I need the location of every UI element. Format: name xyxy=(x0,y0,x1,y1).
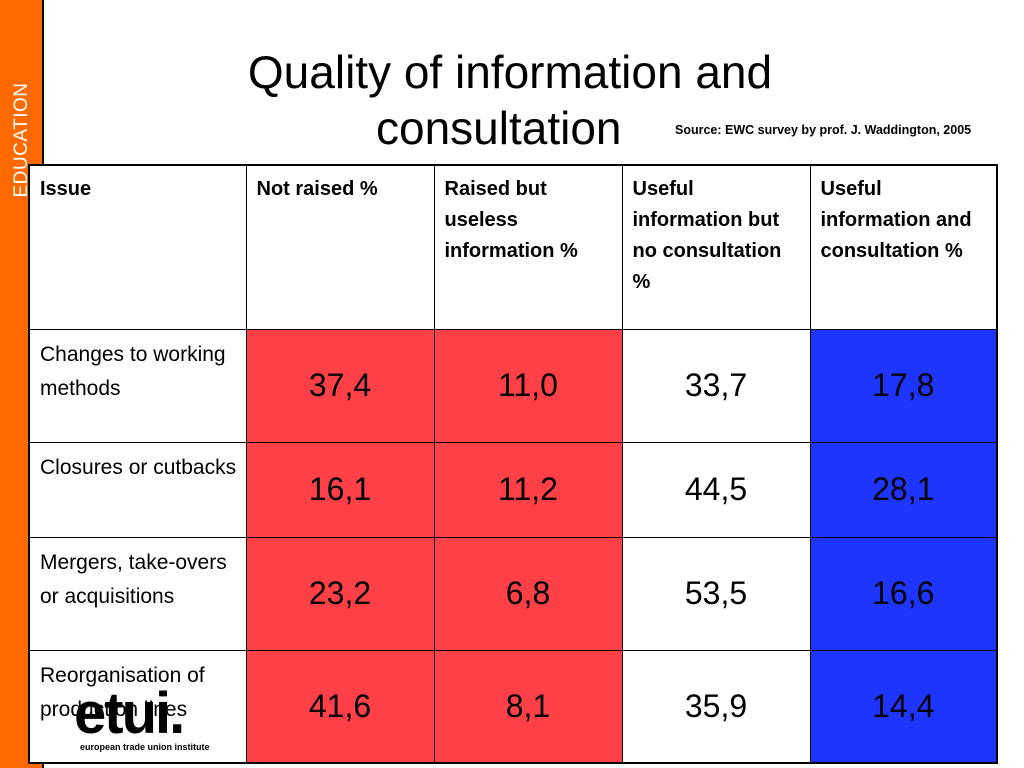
header-issue: Issue xyxy=(28,164,247,330)
value-cell: 44,5 xyxy=(621,441,811,538)
row-label: Changes to working methods xyxy=(28,328,247,443)
value-cell: 17,8 xyxy=(809,328,998,443)
value-cell: 14,4 xyxy=(809,649,998,764)
etui-logo: etui. european trade union institute xyxy=(74,684,224,754)
source-note: Source: EWC survey by prof. J. Waddingto… xyxy=(675,123,972,137)
logo-subtitle: european trade union institute xyxy=(80,742,210,752)
header-raised-useless: Raised but useless information % xyxy=(433,164,623,330)
header-not-raised: Not raised % xyxy=(245,164,435,330)
value-cell: 33,7 xyxy=(621,328,811,443)
header-useful-no-consultation: Useful information but no consultation % xyxy=(621,164,811,330)
value-cell: 8,1 xyxy=(433,649,623,764)
page-title: Quality of information and consultation xyxy=(150,44,870,156)
table-row: Closures or cutbacks 16,1 11,2 44,5 28,1 xyxy=(28,441,998,538)
value-cell: 11,0 xyxy=(433,328,623,443)
title-line-2: consultation xyxy=(376,102,622,154)
row-label: Closures or cutbacks xyxy=(28,441,247,538)
results-table: Issue Not raised % Raised but useless in… xyxy=(28,164,998,764)
value-cell: 28,1 xyxy=(809,441,998,538)
value-cell: 6,8 xyxy=(433,536,623,651)
row-label: Mergers, take-overs or acquisitions xyxy=(28,536,247,651)
value-cell: 35,9 xyxy=(621,649,811,764)
value-cell: 37,4 xyxy=(245,328,435,443)
value-cell: 16,1 xyxy=(245,441,435,538)
logo-wordmark: etui. xyxy=(74,681,185,746)
value-cell: 53,5 xyxy=(621,536,811,651)
table-row: Reorganisation of production lines 41,6 … xyxy=(28,649,998,764)
title-line-1: Quality of information and xyxy=(247,46,773,98)
row-label: Reorganisation of production lines xyxy=(28,649,247,764)
table-row: Changes to working methods 37,4 11,0 33,… xyxy=(28,328,998,443)
value-cell: 11,2 xyxy=(433,441,623,538)
value-cell: 16,6 xyxy=(809,536,998,651)
value-cell: 41,6 xyxy=(245,649,435,764)
table-row: Mergers, take-overs or acquisitions 23,2… xyxy=(28,536,998,651)
value-cell: 23,2 xyxy=(245,536,435,651)
header-row: Issue Not raised % Raised but useless in… xyxy=(28,164,998,330)
header-useful-consultation: Useful information and consultation % xyxy=(809,164,998,330)
